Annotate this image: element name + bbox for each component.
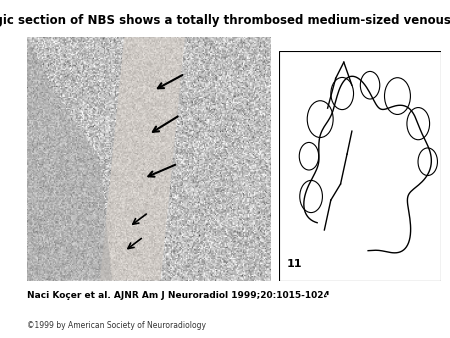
Text: Naci Koçer et al. AJNR Am J Neuroradiol 1999;20:1015-1024: Naci Koçer et al. AJNR Am J Neuroradiol … bbox=[27, 291, 330, 300]
Text: 11: 11 bbox=[287, 259, 302, 269]
Text: Histologic section of NBS shows a totally thrombosed medium-sized venous vessel.: Histologic section of NBS shows a totall… bbox=[0, 14, 450, 26]
Polygon shape bbox=[100, 37, 185, 281]
Polygon shape bbox=[27, 37, 112, 281]
Text: AJNR: AJNR bbox=[318, 294, 393, 318]
Text: ©1999 by American Society of Neuroradiology: ©1999 by American Society of Neuroradiol… bbox=[27, 321, 206, 330]
Text: AMERICAN JOURNAL OF NEURORADIOLOGY: AMERICAN JOURNAL OF NEURORADIOLOGY bbox=[303, 321, 408, 325]
